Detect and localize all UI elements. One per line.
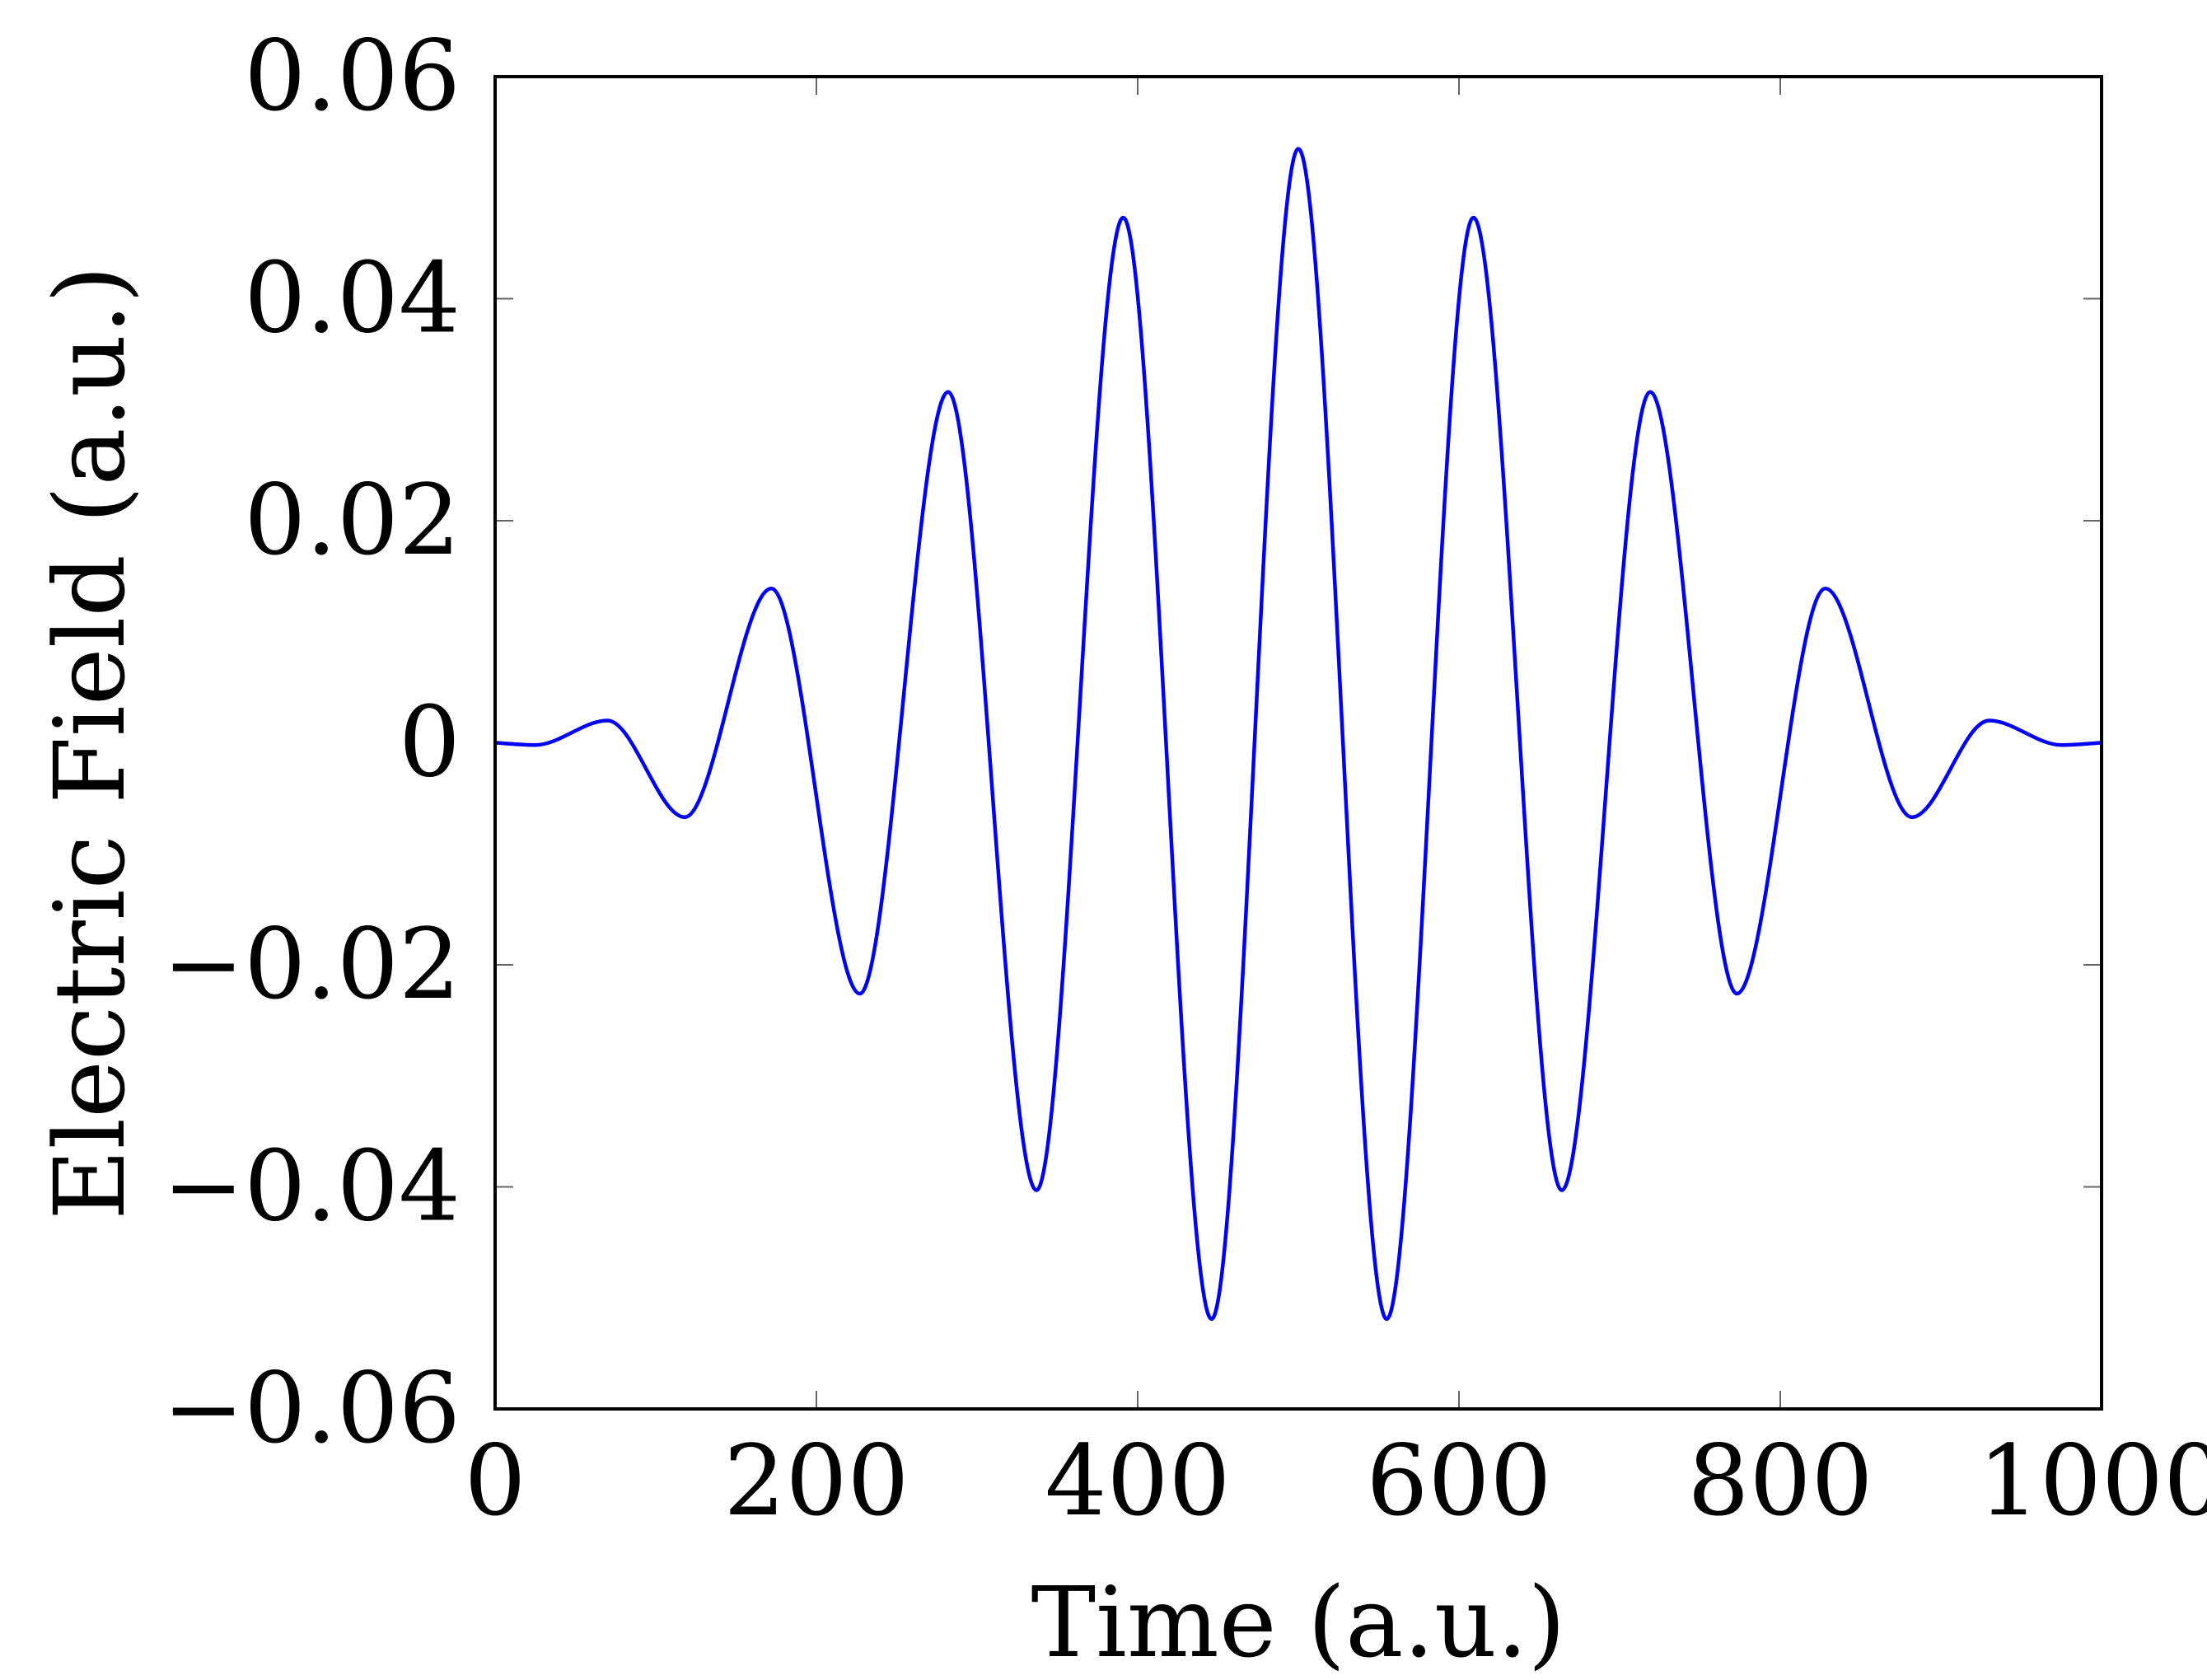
y-tick-label: 0 [399, 686, 461, 799]
y-axis-title: Electric Field (a.u.) [33, 265, 147, 1220]
y-tick-labels: −0.06 −0.04 −0.02 0 0.02 0.04 0.06 [162, 19, 461, 1465]
x-tick-labels: 0 200 400 600 800 1000 [464, 1424, 2207, 1537]
x-tick-label: 1000 [1978, 1424, 2207, 1537]
y-tick-label: 0.02 [244, 463, 461, 577]
y-tick-label: −0.04 [162, 1130, 461, 1243]
tick-marks [494, 76, 2102, 1410]
y-tick-label: 0.06 [244, 19, 461, 133]
x-tick-label: 600 [1366, 1424, 1551, 1537]
x-tick-label: 0 [464, 1424, 526, 1537]
series-line [493, 147, 2104, 1322]
x-tick-label: 200 [723, 1424, 909, 1537]
x-axis-title: Time (a.u.) [1031, 1565, 1565, 1679]
x-tick-label: 800 [1687, 1424, 1873, 1537]
x-tick-label: 400 [1045, 1424, 1230, 1537]
y-tick-label: 0.04 [244, 241, 461, 355]
y-tick-label: −0.06 [162, 1351, 461, 1465]
plot-frame [493, 75, 2103, 1411]
y-tick-label: −0.02 [162, 907, 461, 1021]
